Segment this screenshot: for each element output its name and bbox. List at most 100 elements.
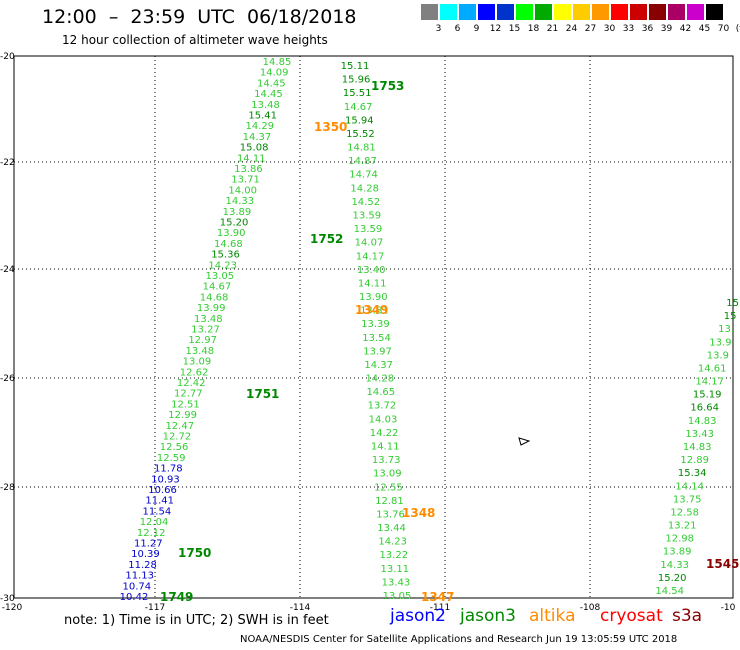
scale-label: 33 xyxy=(622,24,635,34)
track2-wave-value: 14.65 xyxy=(367,387,396,398)
track1-wave-value: 14.23 xyxy=(208,260,237,271)
track1-wave-value: 10.42 xyxy=(120,592,149,603)
scale-label: 42 xyxy=(679,24,692,34)
track1-wave-value: 12.51 xyxy=(171,399,200,410)
scale-swatch xyxy=(706,4,723,20)
track1-wave-value: 12.62 xyxy=(180,367,209,378)
track1-wave-value: 13.48 xyxy=(185,346,214,357)
track1-wave-value: 11.28 xyxy=(128,560,157,571)
track2-wave-value: 14.52 xyxy=(351,197,380,208)
track1-wave-value: 13.99 xyxy=(197,303,226,314)
track2-wave-value: 13.59 xyxy=(353,210,382,221)
track1-wave-value: 13.27 xyxy=(191,325,220,336)
track1-wave-value: 12.04 xyxy=(140,517,169,528)
longitude-label: -108 xyxy=(580,603,601,613)
track2-wave-value: 12.55 xyxy=(374,482,403,493)
track1-wave-value: 14.11 xyxy=(237,153,266,164)
track2-wave-value: 15.96 xyxy=(342,75,371,86)
scale-label: 9 xyxy=(473,24,480,34)
credit-line: NOAA/NESDIS Center for Satellite Applica… xyxy=(240,634,678,645)
cursor-pointer-icon xyxy=(518,437,531,446)
track2-wave-value: 14.28 xyxy=(350,183,379,194)
track3-wave-value: 14.83 xyxy=(688,416,717,427)
track1-wave-value: 13.05 xyxy=(205,271,234,282)
track2-wave-value: 13.73 xyxy=(372,455,401,466)
scale-label: 18 xyxy=(527,24,540,34)
track2-wave-value: 13.44 xyxy=(377,523,406,534)
track3-wave-value: 12.58 xyxy=(670,507,699,518)
track2-wave-value: 12.81 xyxy=(375,496,404,507)
scale-label: (ft) xyxy=(735,24,740,34)
track3-wave-value: 16.64 xyxy=(690,403,719,414)
track1-wave-value: 12.72 xyxy=(163,432,192,443)
scale-label: 24 xyxy=(565,24,578,34)
track3-wave-value: 13.9 xyxy=(709,337,731,348)
track3-wave-value: 14.83 xyxy=(683,442,712,453)
track1-wave-value: 12.42 xyxy=(177,378,206,389)
track3-time-label: 1545 xyxy=(706,557,739,571)
scale-label: 39 xyxy=(660,24,673,34)
track1-wave-value: 11.78 xyxy=(154,464,183,475)
track3-wave-value: 14.14 xyxy=(675,481,704,492)
map-subtitle: 12 hour collection of altimeter wave hei… xyxy=(62,33,328,47)
track3-wave-value: 15.34 xyxy=(678,468,707,479)
track1-wave-value: 15.08 xyxy=(240,143,269,154)
track2-wave-value: 14.87 xyxy=(348,156,377,167)
track2-wave-value: 13.43 xyxy=(382,577,411,588)
longitude-label: -111 xyxy=(430,603,450,613)
track1-wave-value: 14.67 xyxy=(203,282,232,293)
track3-wave-value: 15.20 xyxy=(658,573,687,584)
track2-wave-value: 14.81 xyxy=(347,143,376,154)
longitude-label: -114 xyxy=(290,603,311,613)
map-frame xyxy=(13,55,734,599)
track1-wave-value: 14.00 xyxy=(228,185,257,196)
track1-wave-value: 13.48 xyxy=(194,314,223,325)
track2-wave-value: 14.03 xyxy=(369,414,398,425)
track2-wave-value: 13.97 xyxy=(363,346,392,357)
track1-wave-value: 10.39 xyxy=(131,549,160,560)
track1-wave-value: 14.68 xyxy=(214,239,243,250)
scale-swatch xyxy=(668,4,685,20)
scale-swatch xyxy=(478,4,495,20)
track1-wave-value: 14.37 xyxy=(243,132,272,143)
track2-wave-value: 13.81 xyxy=(360,306,389,317)
track1-wave-value: 11.54 xyxy=(143,506,172,517)
track1-wave-value: 11.41 xyxy=(145,496,174,507)
track2-time-label: 1347 xyxy=(421,590,454,604)
track3-wave-value: 12.89 xyxy=(680,455,709,466)
track1-wave-value: 14.68 xyxy=(200,292,229,303)
track2-wave-value: 13.90 xyxy=(359,292,388,303)
legend-cryosat: cryosat xyxy=(600,606,663,626)
track1-time-label: 1750 xyxy=(178,546,211,560)
track2-time-label: 1350 xyxy=(314,120,347,134)
track2-wave-value: 13.22 xyxy=(379,550,408,561)
track3-wave-value: 13.89 xyxy=(663,547,692,558)
latitude-label: -22 xyxy=(0,158,15,168)
track2-wave-value: 13.09 xyxy=(373,469,402,480)
scale-swatch xyxy=(421,4,438,20)
scale-swatch xyxy=(649,4,666,20)
track1-wave-value: 14.45 xyxy=(254,89,283,100)
scale-label: 12 xyxy=(489,24,502,34)
scale-label: 36 xyxy=(641,24,654,34)
track1-wave-value: 15.41 xyxy=(248,111,277,122)
legend-altika: altika xyxy=(529,606,576,626)
scale-swatch xyxy=(687,4,704,20)
track1-wave-value: 13.71 xyxy=(231,175,260,186)
latitude-label: -24 xyxy=(0,265,15,275)
scale-swatch xyxy=(592,4,609,20)
track2-wave-value: 13.11 xyxy=(381,564,410,575)
track2-wave-value: 14.28 xyxy=(365,374,394,385)
track2-time-label: 1348 xyxy=(402,506,435,520)
track1-wave-value: 12.99 xyxy=(168,410,197,421)
scale-swatch xyxy=(440,4,457,20)
track3-wave-value: 14.61 xyxy=(698,363,727,374)
track2-wave-value: 13.72 xyxy=(368,401,397,412)
track1-wave-value: 12.77 xyxy=(174,389,203,400)
legend-s3a: s3a xyxy=(672,606,703,626)
track1-wave-value: 14.45 xyxy=(257,78,286,89)
track3-wave-value: 15 xyxy=(726,298,739,309)
scale-label: 45 xyxy=(698,24,711,34)
track2-time-label: 1753 xyxy=(371,79,404,93)
latitude-label: -20 xyxy=(0,52,15,62)
